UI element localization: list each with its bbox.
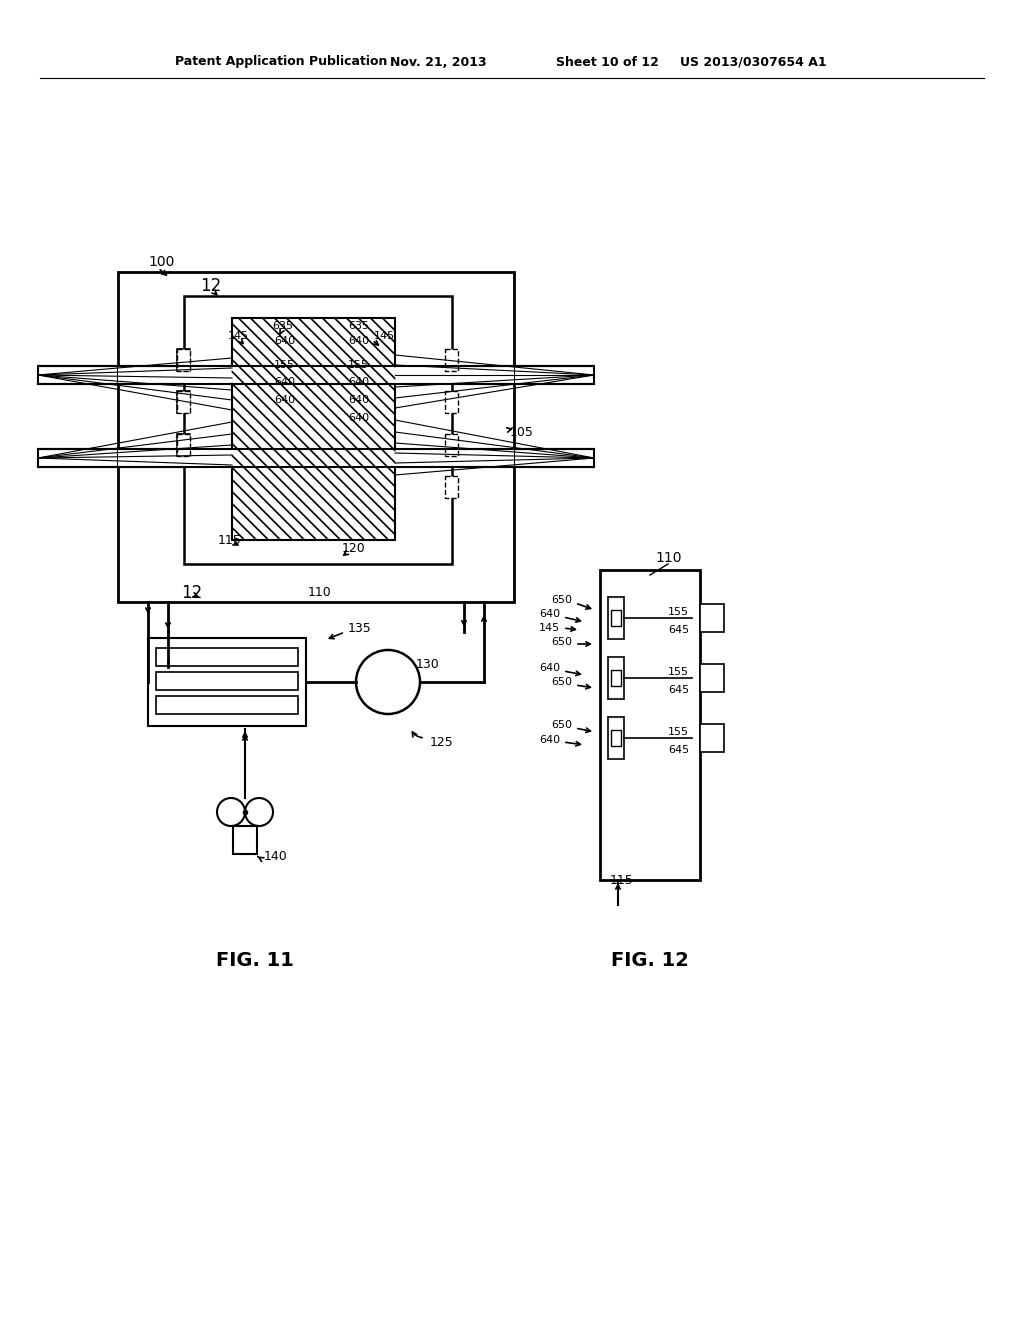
Text: 155: 155 [274, 360, 295, 370]
Text: 155: 155 [668, 667, 689, 677]
Bar [611, 730, 621, 746]
Bar [177, 391, 190, 413]
Bar [177, 434, 190, 455]
Text: Patent Application Publication: Patent Application Publication [175, 55, 387, 69]
Text: 650: 650 [551, 595, 572, 605]
Text: 640: 640 [274, 337, 295, 346]
Text: 105: 105 [510, 425, 534, 438]
Bar [611, 671, 621, 686]
Bar [156, 648, 298, 667]
Text: 130: 130 [416, 659, 439, 672]
Text: 645: 645 [668, 685, 689, 696]
Text: 650: 650 [551, 677, 572, 686]
Bar [38, 449, 118, 467]
Text: 115: 115 [218, 533, 242, 546]
Text: 120: 120 [342, 541, 366, 554]
Text: 640: 640 [274, 378, 295, 387]
Bar [156, 672, 298, 690]
Text: FIG. 11: FIG. 11 [216, 950, 294, 969]
Text: 110: 110 [308, 586, 332, 598]
Text: 640: 640 [539, 735, 560, 744]
Bar [156, 696, 298, 714]
Text: 640: 640 [348, 413, 369, 422]
Text: 640: 640 [274, 395, 295, 405]
Bar [118, 449, 514, 467]
Bar [700, 605, 724, 632]
Bar [700, 664, 724, 692]
Bar [608, 657, 624, 700]
Bar [608, 597, 624, 639]
Text: US 2013/0307654 A1: US 2013/0307654 A1 [680, 55, 826, 69]
Text: 640: 640 [348, 378, 369, 387]
Text: Sheet 10 of 12: Sheet 10 of 12 [556, 55, 658, 69]
Text: 640: 640 [348, 395, 369, 405]
Text: 650: 650 [551, 719, 572, 730]
Bar [232, 318, 395, 540]
Text: 12: 12 [181, 583, 203, 602]
Text: 640: 640 [348, 337, 369, 346]
Text: 640: 640 [539, 663, 560, 673]
Bar [445, 434, 458, 455]
Text: 645: 645 [668, 744, 689, 755]
Bar [177, 391, 190, 413]
Text: 125: 125 [430, 735, 454, 748]
Bar [445, 391, 458, 413]
Bar [148, 638, 306, 726]
Text: Nov. 21, 2013: Nov. 21, 2013 [390, 55, 486, 69]
Bar [177, 348, 190, 371]
Text: 155: 155 [348, 360, 369, 370]
Text: 155: 155 [668, 727, 689, 737]
Text: 640: 640 [539, 609, 560, 619]
Bar [611, 610, 621, 626]
Text: 155: 155 [668, 607, 689, 616]
Bar [184, 296, 452, 564]
Bar [118, 272, 514, 602]
Text: 650: 650 [551, 638, 572, 647]
Bar [608, 717, 624, 759]
Text: 135: 135 [348, 623, 372, 635]
Bar [233, 826, 257, 854]
Text: 145: 145 [539, 623, 560, 634]
Text: 145: 145 [374, 331, 395, 341]
Text: 12: 12 [200, 277, 221, 294]
Text: 635: 635 [348, 321, 369, 331]
Bar [177, 434, 190, 455]
Bar [177, 348, 190, 371]
Text: 635: 635 [272, 321, 293, 331]
Bar [445, 477, 458, 498]
Text: 110: 110 [655, 550, 682, 565]
Bar [514, 366, 594, 384]
Bar [38, 366, 118, 384]
Bar [445, 348, 458, 371]
Bar [600, 570, 700, 880]
Text: 145: 145 [228, 331, 249, 341]
Bar [118, 366, 514, 384]
Bar [514, 449, 594, 467]
Bar [700, 723, 724, 752]
Text: 140: 140 [264, 850, 288, 862]
Text: 115: 115 [610, 874, 634, 887]
Text: 100: 100 [148, 255, 174, 269]
Text: FIG. 12: FIG. 12 [611, 950, 689, 969]
Text: 645: 645 [668, 624, 689, 635]
